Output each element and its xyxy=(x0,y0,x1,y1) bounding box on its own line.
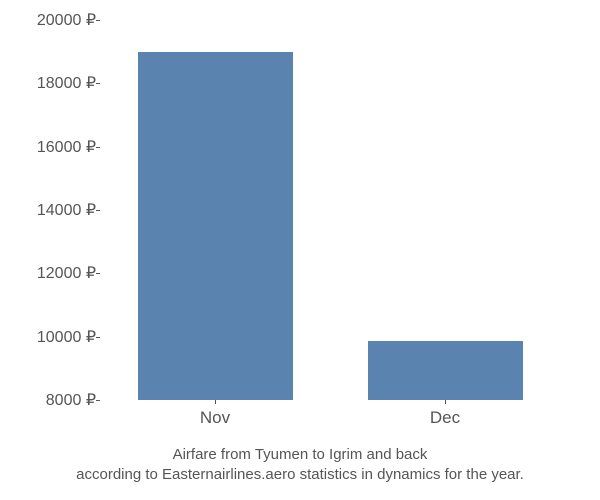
y-tick-label: 20000 ₽ xyxy=(37,10,96,30)
y-tick-label: 18000 ₽ xyxy=(37,73,96,93)
y-tick-label: 12000 ₽ xyxy=(37,263,96,283)
bar-nov xyxy=(138,52,293,400)
caption-line1: Airfare from Tyumen to Igrim and back xyxy=(0,445,600,465)
plot-area xyxy=(100,20,560,400)
y-tick-mark xyxy=(96,400,100,401)
y-tick-mark xyxy=(96,83,100,84)
y-tick-label: 16000 ₽ xyxy=(37,137,96,157)
x-tick-mark xyxy=(445,400,446,404)
x-tick-label: Nov xyxy=(200,408,230,428)
x-tick-mark xyxy=(215,400,216,404)
bar-dec xyxy=(368,341,523,400)
x-tick-label: Dec xyxy=(430,408,460,428)
airfare-chart: 8000 ₽ 10000 ₽ 12000 ₽ 14000 ₽ 16000 ₽ 18000 … xyxy=(0,0,600,500)
y-tick-mark xyxy=(96,20,100,21)
caption-line2: according to Easternairlines.aero statis… xyxy=(0,465,600,485)
y-tick-mark xyxy=(96,337,100,338)
y-tick-label: 8000 ₽ xyxy=(46,390,96,410)
y-tick-mark xyxy=(96,273,100,274)
y-tick-label: 10000 ₽ xyxy=(37,327,96,347)
y-tick-mark xyxy=(96,147,100,148)
y-tick-label: 14000 ₽ xyxy=(37,200,96,220)
y-tick-mark xyxy=(96,210,100,211)
